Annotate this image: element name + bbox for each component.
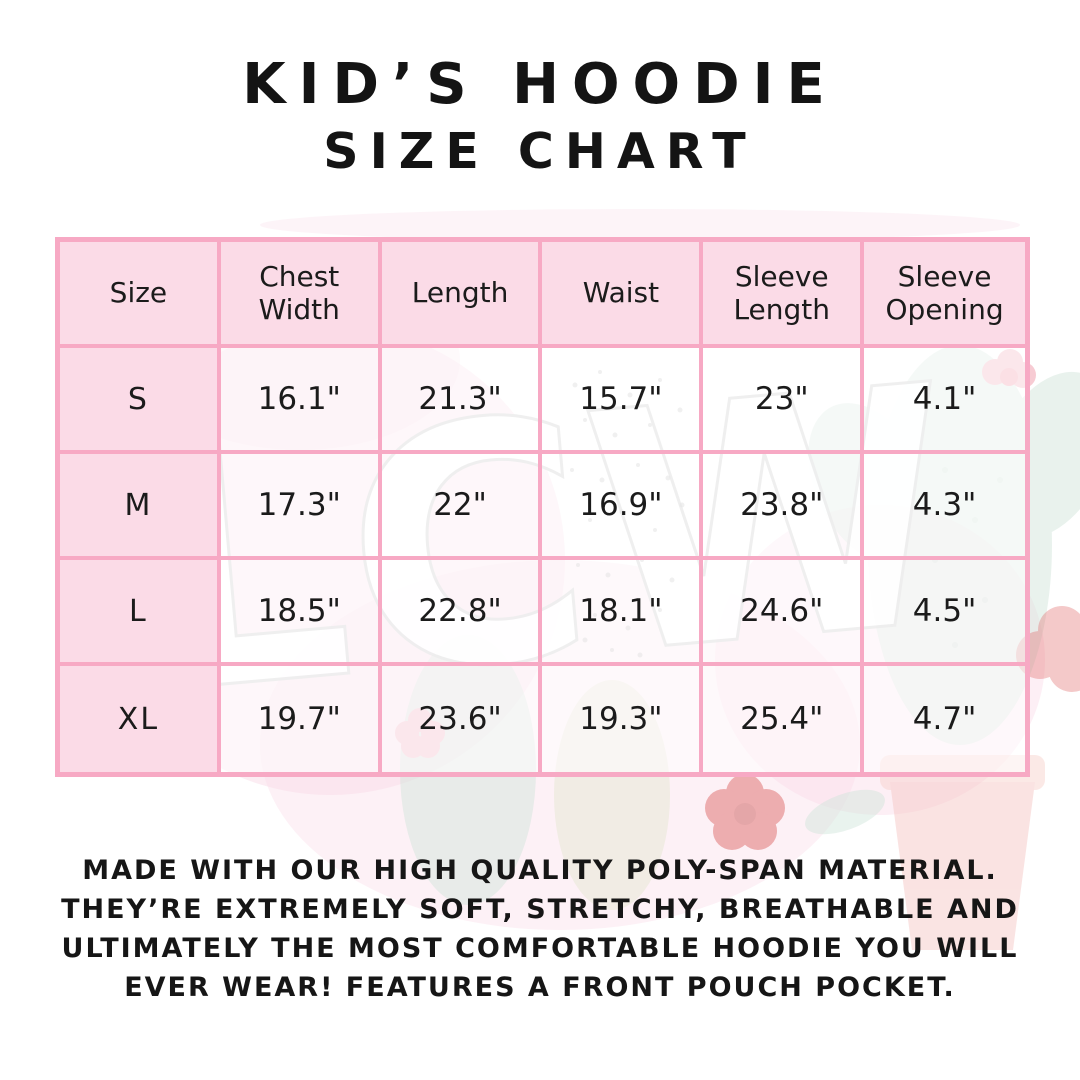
measurement-cell: 17.3" xyxy=(220,454,382,560)
page-subtitle: SIZE CHART xyxy=(323,123,757,180)
column-header-sleeve-opening: Sleeve Opening xyxy=(864,242,1025,348)
title-block: KID’S HOODIE SIZE CHART xyxy=(0,48,1080,182)
description-line: MADE WITH OUR HIGH QUALITY POLY-SPAN MAT… xyxy=(82,855,998,886)
column-header-size: Size xyxy=(60,242,221,348)
measurement-cell: 22.8" xyxy=(381,560,543,666)
measurement-cell: 22" xyxy=(381,454,543,560)
measurement-cell: 21.3" xyxy=(381,348,543,454)
measurement-cell: 18.1" xyxy=(542,560,704,666)
measurement-cell: 18.5" xyxy=(220,560,382,666)
measurement-cell: 19.7" xyxy=(220,666,382,772)
column-header-chest-width: Chest Width xyxy=(220,242,382,348)
size-label-xl: XL xyxy=(60,666,221,772)
page-title: KID’S HOODIE xyxy=(242,52,838,117)
column-header-length: Length xyxy=(381,242,543,348)
measurement-cell: 23" xyxy=(703,348,865,454)
measurement-cell: 16.9" xyxy=(542,454,704,560)
product-description: MADE WITH OUR HIGH QUALITY POLY-SPAN MAT… xyxy=(0,851,1080,1007)
flower-red xyxy=(705,774,785,850)
measurement-cell: 15.7" xyxy=(542,348,704,454)
size-label-s: S xyxy=(60,348,221,454)
description-line: EVER WEAR! FEATURES A FRONT POUCH POCKET… xyxy=(124,972,956,1003)
column-header-sleeve-length: Sleeve Length xyxy=(703,242,865,348)
size-label-l: L xyxy=(60,560,221,666)
measurement-cell: 23.6" xyxy=(381,666,543,772)
measurement-cell: 4.1" xyxy=(864,348,1025,454)
measurement-cell: 25.4" xyxy=(703,666,865,772)
measurement-cell: 24.6" xyxy=(703,560,865,666)
measurement-cell: 16.1" xyxy=(220,348,382,454)
measurement-cell: 4.5" xyxy=(864,560,1025,666)
measurement-cell: 19.3" xyxy=(542,666,704,772)
measurement-cell: 4.3" xyxy=(864,454,1025,560)
description-line: THEY’RE EXTREMELY SOFT, STRETCHY, BREATH… xyxy=(61,894,1019,925)
measurement-cell: 4.7" xyxy=(864,666,1025,772)
size-label-m: M xyxy=(60,454,221,560)
measurement-cell: 23.8" xyxy=(703,454,865,560)
description-line: ULTIMATELY THE MOST COMFORTABLE HOODIE Y… xyxy=(61,933,1019,964)
size-chart-table: Size Chest Width Length Waist Sleeve Len… xyxy=(55,237,1030,777)
column-header-waist: Waist xyxy=(542,242,704,348)
